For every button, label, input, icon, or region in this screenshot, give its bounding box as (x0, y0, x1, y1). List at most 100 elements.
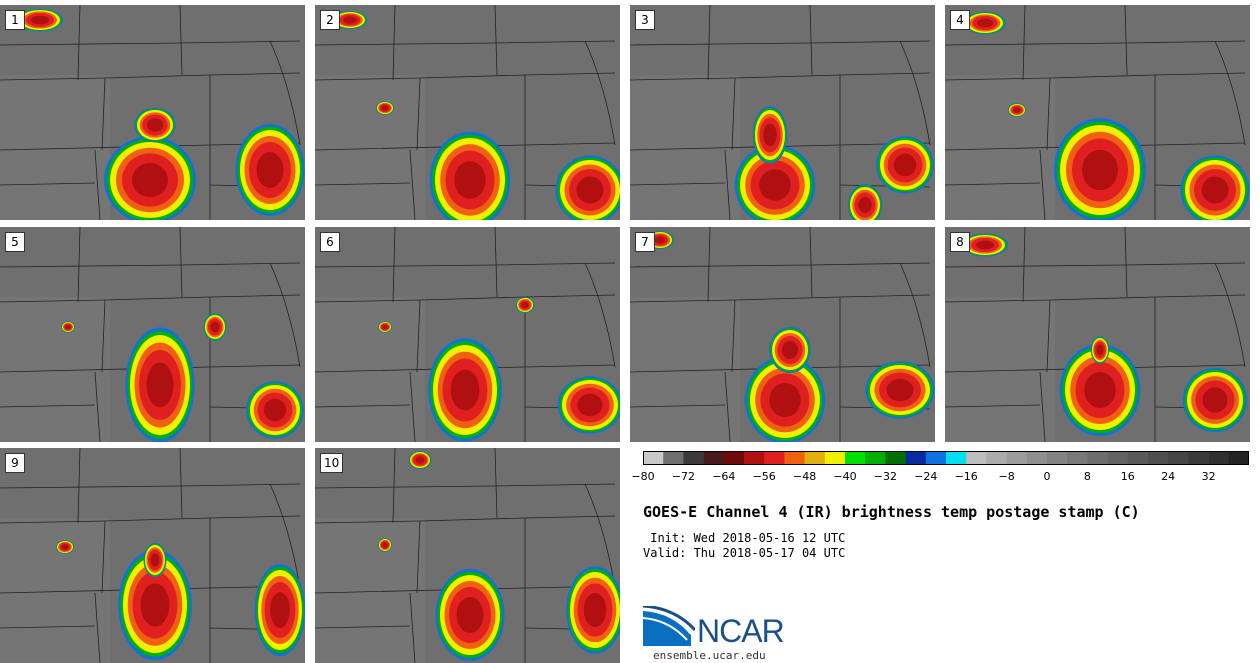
colorbar-tick-label: −32 (873, 470, 897, 483)
storm-cell (1059, 344, 1141, 436)
storm-cell (964, 11, 1006, 35)
colorbar-segment (1127, 451, 1149, 465)
colorbar-segment (966, 451, 987, 465)
colorbar-tick-label: −72 (671, 470, 695, 483)
colorbar-segment (1148, 451, 1169, 465)
colorbar-segment (1168, 451, 1189, 465)
colorbar-segment (986, 451, 1007, 465)
storm-cell (104, 136, 196, 220)
colorbar-segment (784, 451, 805, 465)
satellite-map (0, 227, 305, 442)
storm-cell (203, 313, 227, 341)
storm-cell (865, 361, 935, 419)
colorbar-segment (663, 451, 684, 465)
colorbar-segment (946, 451, 967, 465)
colorbar-segment (1228, 451, 1249, 465)
colorbar-tick-label: −48 (792, 470, 817, 483)
storm-cell (566, 566, 620, 654)
postage-stamp-panel: 6 (315, 227, 620, 442)
ncar-logo-icon (643, 606, 695, 646)
satellite-map (0, 5, 305, 220)
colorbar-segment (824, 451, 846, 465)
panel-label: 1 (5, 10, 25, 30)
storm-cell (1054, 118, 1146, 220)
colorbar-segment (905, 451, 927, 465)
storm-cell (17, 8, 63, 32)
storm-cell (1180, 155, 1250, 220)
panel-label: 5 (5, 232, 25, 252)
postage-stamp-panel: 2 (315, 5, 620, 220)
storm-cell (378, 538, 392, 552)
storm-cell (332, 10, 368, 30)
colorbar-tick-label: −16 (954, 470, 978, 483)
colorbar-segment (1047, 451, 1068, 465)
colorbar-segment (1067, 451, 1088, 465)
panel-label: 6 (320, 232, 340, 252)
colorbar-segment (1107, 451, 1129, 465)
colorbar-segment (1026, 451, 1048, 465)
colorbar-tick-label: 32 (1201, 470, 1216, 483)
colorbar-tick-label: −56 (752, 470, 776, 483)
colorbar-tick-label: 0 (1043, 470, 1051, 483)
postage-stamp-panel: 7 (630, 227, 935, 442)
storm-cell (235, 124, 305, 216)
storm-cell (962, 233, 1008, 257)
colorbar-segment (925, 451, 947, 465)
colorbar-tick-label: −8 (998, 470, 1015, 483)
init-time: Init: Wed 2018-05-16 12 UTC (643, 531, 846, 545)
postage-stamp-panel: 10 (315, 448, 620, 663)
storm-cell (125, 327, 195, 442)
panel-label: 7 (635, 232, 655, 252)
panel-label: 9 (5, 453, 25, 473)
colorbar-tick-label: −64 (712, 470, 736, 483)
colorbar-segment (1188, 451, 1209, 465)
panel-label: 8 (950, 232, 970, 252)
colorbar-segment (764, 451, 785, 465)
storm-cell (769, 327, 811, 373)
colorbar-segment (1006, 451, 1028, 465)
storm-cell (61, 321, 75, 333)
colorbar-segment (703, 451, 725, 465)
satellite-map (315, 448, 620, 663)
storm-cell (254, 564, 305, 656)
storm-cell (118, 549, 192, 661)
satellite-map (630, 227, 935, 442)
valid-time: Valid: Thu 2018-05-17 04 UTC (643, 546, 846, 560)
figure-title: GOES-E Channel 4 (IR) brightness temp po… (643, 503, 1140, 521)
colorbar-tick-label: 8 (1083, 470, 1091, 483)
storm-cell (515, 296, 535, 314)
colorbar-segment (885, 451, 906, 465)
storm-cell (734, 144, 816, 220)
panel-label: 4 (950, 10, 970, 30)
storm-cell (744, 356, 826, 442)
panel-label: 10 (320, 453, 344, 473)
satellite-map (630, 5, 935, 220)
storm-cell (1007, 103, 1027, 117)
colorbar-segment (683, 451, 704, 465)
colorbar-segment (643, 451, 664, 465)
postage-stamp-panel: 9 (0, 448, 305, 663)
satellite-map (315, 5, 620, 220)
colorbar-tick-label: −80 (631, 470, 655, 483)
satellite-map (945, 227, 1250, 442)
postage-stamp-panel: 1 (0, 5, 305, 220)
storm-cell (557, 376, 620, 434)
ncar-logo-text: NCAR (697, 613, 785, 649)
colorbar (643, 451, 1249, 465)
postage-stamp-panel: 5 (0, 227, 305, 442)
colorbar-tick-labels: −80 −72 −64 −56 −48 −40 −32 −24 −16 −8 0 8 16 24 32 (631, 470, 1249, 486)
storm-cell (429, 131, 511, 220)
satellite-map (315, 227, 620, 442)
colorbar-segment (723, 451, 745, 465)
storm-cell (752, 106, 788, 164)
storm-cell (876, 136, 934, 194)
colorbar-tick-label: 24 (1161, 470, 1176, 483)
colorbar-segment (744, 451, 765, 465)
storm-cell (375, 101, 395, 115)
storm-cell (428, 338, 502, 442)
colorbar-tick-label: 16 (1120, 470, 1135, 483)
satellite-map (945, 5, 1250, 220)
colorbar-segment (845, 451, 866, 465)
colorbar-tick-label: −40 (833, 470, 857, 483)
postage-stamp-panel: 8 (945, 227, 1250, 442)
